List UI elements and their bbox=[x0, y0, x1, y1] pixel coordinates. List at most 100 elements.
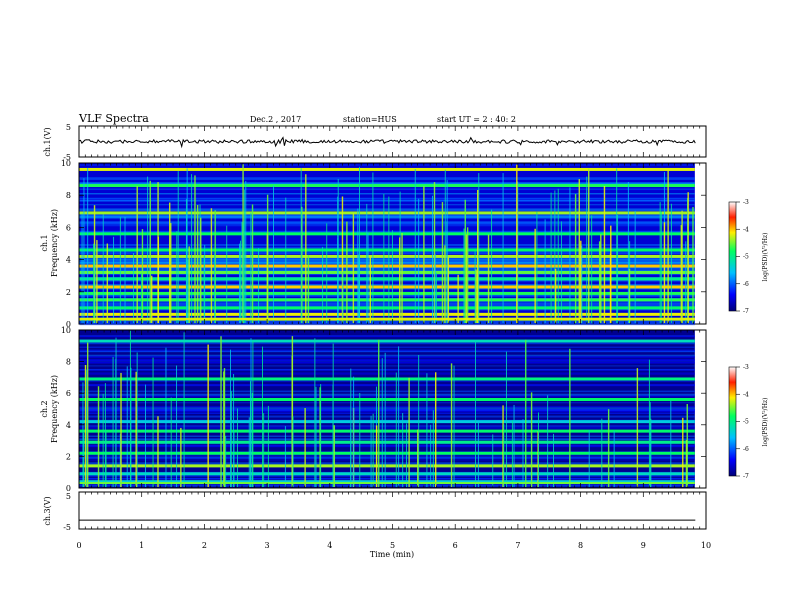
spectrogram-burst bbox=[463, 228, 465, 323]
figure-title: VLF Spectra bbox=[78, 112, 149, 125]
spectrogram-burst bbox=[682, 417, 684, 487]
spectrogram-texture bbox=[79, 395, 695, 398]
spectrogram-burst bbox=[465, 234, 467, 323]
ch1-spec-xticks bbox=[78, 163, 707, 324]
spectrogram-burst bbox=[401, 232, 403, 323]
spectrogram-burst bbox=[502, 405, 504, 487]
spectrogram-burst bbox=[369, 255, 372, 323]
spectrogram-burst bbox=[341, 196, 344, 323]
spectrogram-burst bbox=[636, 368, 639, 487]
spectrogram-texture bbox=[79, 485, 695, 487]
spectrogram-texture bbox=[79, 393, 695, 396]
x-tick-label: 6 bbox=[453, 541, 458, 550]
y-tick-label: 2 bbox=[66, 288, 71, 297]
spectrogram-burst bbox=[82, 382, 84, 487]
spectrogram-texture bbox=[79, 454, 695, 456]
spectrogram-burst bbox=[196, 205, 199, 323]
spectrogram-burst bbox=[262, 346, 263, 487]
spectrogram-band bbox=[79, 429, 695, 433]
spectrogram-texture bbox=[79, 301, 695, 303]
spectrogram-texture bbox=[79, 407, 695, 410]
y-tick-label: 0 bbox=[66, 320, 71, 329]
spectrogram-burst bbox=[530, 392, 533, 487]
spectrogram-burst bbox=[685, 439, 688, 487]
spectrogram-band bbox=[79, 377, 695, 381]
spectrogram-burst bbox=[333, 425, 335, 487]
spectrogram-burst bbox=[129, 330, 131, 487]
spectrogram-burst bbox=[169, 202, 171, 323]
spectrogram-burst bbox=[426, 373, 428, 487]
spectrogram-band bbox=[79, 482, 695, 485]
spectrogram-band bbox=[79, 339, 695, 343]
spectrogram-burst bbox=[557, 188, 559, 323]
spectrogram-burst bbox=[554, 268, 557, 323]
ch1-ytick-bottom: -5 bbox=[63, 153, 71, 162]
spectrogram-burst bbox=[322, 246, 324, 323]
spectrogram-burst bbox=[273, 185, 275, 323]
colorbar-ch2-label: log(PSD)(V²/Hz) bbox=[762, 398, 769, 447]
spectrogram-burst bbox=[357, 208, 359, 323]
spectrogram-band bbox=[79, 306, 695, 310]
spectrogram-burst bbox=[346, 221, 348, 323]
spectrogram-texture bbox=[79, 288, 695, 290]
spectrogram-burst bbox=[522, 419, 524, 487]
spectrogram-burst bbox=[375, 425, 378, 487]
spectrogram-burst bbox=[214, 210, 216, 323]
spectrogram-texture bbox=[79, 188, 695, 191]
ch1-ytick-top: 5 bbox=[66, 123, 71, 132]
spectrogram-burst bbox=[560, 221, 562, 323]
spectrogram-texture bbox=[79, 221, 695, 223]
spectrogram-texture bbox=[79, 335, 695, 338]
spectrogram-burst bbox=[613, 430, 615, 487]
spectrogram-burst bbox=[441, 202, 444, 323]
spectrogram-burst bbox=[650, 418, 652, 487]
spectrogram-band bbox=[79, 270, 695, 274]
ch1-waveform-trace bbox=[78, 136, 696, 149]
spectrogram-texture bbox=[79, 384, 695, 386]
spectrogram-burst bbox=[157, 236, 160, 323]
spectrogram-burst bbox=[663, 222, 666, 323]
x-tick-label: 2 bbox=[202, 541, 207, 550]
spectrogram-burst bbox=[250, 338, 252, 487]
spectrogram-burst bbox=[432, 195, 434, 323]
spectrogram-burst bbox=[398, 346, 400, 487]
colorbar-ch1: -3 -4 -5 -6 -7 log(PSD)(V²/Hz) bbox=[728, 199, 769, 315]
spectrogram-texture bbox=[79, 372, 695, 375]
y-tick-label: 0 bbox=[66, 484, 71, 493]
spectrogram-burst bbox=[149, 180, 151, 323]
spectrogram-burst bbox=[266, 233, 269, 323]
date-label: Dec.2 , 2017 bbox=[250, 115, 301, 124]
ch2-spectrogram-image bbox=[79, 330, 695, 488]
spectrogram-burst bbox=[170, 223, 172, 323]
spectrogram-burst bbox=[203, 255, 205, 323]
spectrogram-burst bbox=[402, 413, 404, 487]
spectrogram-texture bbox=[79, 323, 695, 326]
spectrogram-burst bbox=[367, 232, 369, 323]
spectrogram-burst bbox=[284, 426, 286, 487]
spectrogram-burst bbox=[285, 197, 287, 323]
spectrogram-burst bbox=[513, 404, 515, 487]
spectrogram-burst bbox=[414, 169, 416, 323]
spectrogram-burst bbox=[106, 243, 109, 323]
spectrogram-texture bbox=[79, 459, 695, 461]
spectrogram-texture bbox=[79, 246, 695, 249]
spectrogram-burst bbox=[241, 222, 243, 323]
spectrogram-burst bbox=[314, 338, 316, 487]
spectrogram-burst bbox=[503, 423, 505, 487]
spectrogram-burst bbox=[391, 230, 393, 323]
spectrogram-burst bbox=[516, 164, 518, 323]
spectrogram-burst bbox=[141, 273, 142, 323]
spectrogram-burst bbox=[120, 372, 122, 487]
spectrogram-burst bbox=[104, 383, 106, 487]
spectrogram-burst bbox=[478, 173, 480, 323]
spectrogram-band bbox=[79, 184, 695, 188]
spectrogram-burst bbox=[609, 253, 612, 323]
colorbar-ch2-ticks: -3 -4 -5 -6 -7 bbox=[736, 364, 749, 480]
spectrogram-burst bbox=[187, 259, 189, 323]
spectrogram-burst bbox=[680, 225, 683, 323]
spectrogram-burst bbox=[607, 409, 610, 487]
panel-ch3-waveform: 5 -5 ch.3(V) bbox=[43, 491, 707, 532]
x-tick-label: 1 bbox=[139, 541, 144, 550]
ch1-spec-ylabel-frequency: Frequency (kHz) bbox=[50, 209, 59, 277]
spectrogram-burst bbox=[685, 241, 687, 323]
